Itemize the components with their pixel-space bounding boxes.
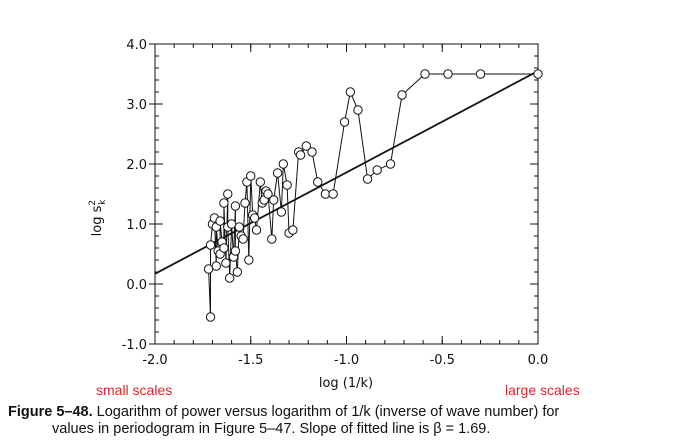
- data-point: [224, 273, 235, 283]
- data-point: [533, 69, 543, 79]
- data-point: [420, 69, 430, 79]
- series-line: [208, 73, 538, 318]
- data-point: [295, 150, 306, 160]
- data-point: [205, 312, 216, 322]
- y-axis-title-sub: k: [98, 199, 108, 205]
- data-point: [219, 243, 229, 253]
- major-ticks: [149, 43, 539, 345]
- data-point: [221, 258, 231, 268]
- data-point: [232, 267, 243, 277]
- caption-line-1: Logarithm of power versus logarithm of 1…: [92, 404, 560, 420]
- figure-caption: Figure 5–48. Logarithm of power versus l…: [8, 404, 676, 438]
- x-axis-title: log (1/k): [319, 376, 373, 391]
- data-point: [223, 189, 233, 199]
- data-point: [205, 240, 216, 250]
- data-point: [244, 255, 254, 265]
- svg-text:log s2k: log s2k: [88, 199, 108, 236]
- data-point: [230, 246, 241, 256]
- data-point: [278, 159, 289, 169]
- data-point: [230, 201, 241, 211]
- data-point: [288, 225, 298, 235]
- data-point: [328, 189, 338, 199]
- y-tick-label: 3.0: [126, 98, 147, 113]
- data-point: [203, 264, 214, 274]
- data-point: [362, 174, 373, 184]
- x-tick-labels: -2.0 -1.5 -1.0 -0.5 0.0: [142, 353, 548, 368]
- data-point: [276, 207, 287, 217]
- data-point: [345, 87, 356, 97]
- y-axis-title: log s2k: [88, 199, 108, 236]
- data-point: [313, 177, 323, 187]
- data-point: [282, 180, 292, 190]
- data-point: [475, 69, 486, 79]
- data-point: [339, 117, 350, 127]
- data-point: [238, 234, 248, 244]
- y-axis-title-main: log s: [90, 205, 105, 236]
- data-point: [255, 177, 266, 187]
- caption-line-2: values in periodogram in Figure 5–47. Sl…: [52, 421, 491, 437]
- caption-figure-label: Figure 5–48.: [8, 404, 93, 420]
- y-tick-label: 4.0: [126, 38, 147, 53]
- y-tick-label: 1.0: [126, 218, 147, 233]
- data-point: [267, 234, 277, 244]
- data-point: [353, 105, 363, 115]
- x-tick-label: 0.0: [528, 353, 549, 368]
- y-tick-label: 2.0: [126, 158, 147, 173]
- data-point: [215, 216, 225, 226]
- chart: -2.0 -1.5 -1.0 -0.5 0.0 -1.00.01.02.03.04.0 …: [88, 38, 580, 398]
- data-point: [443, 69, 453, 79]
- plot-frame: [154, 43, 539, 345]
- x-tick-label: -2.0: [142, 353, 167, 368]
- data-point: [307, 147, 317, 157]
- small-scales-label: small scales: [96, 382, 172, 398]
- data-point: [385, 159, 396, 169]
- data-point: [240, 198, 250, 208]
- data-point: [397, 90, 407, 100]
- y-tick-label: -1.0: [122, 338, 147, 353]
- data-points: [203, 69, 543, 322]
- x-tick-label: -1.0: [334, 353, 359, 368]
- y-tick-labels: -1.0 0.0 1.0 2.0 3.0 4.0: [122, 38, 147, 353]
- data-point: [219, 198, 229, 208]
- x-tick-label: -1.5: [238, 353, 263, 368]
- data-point: [211, 261, 221, 271]
- data-point: [251, 225, 262, 235]
- data-point: [372, 165, 382, 175]
- data-point: [263, 189, 273, 199]
- large-scales-label: large scales: [505, 382, 580, 398]
- data-point: [320, 189, 331, 199]
- data-point: [269, 195, 279, 205]
- x-tick-label: -0.5: [430, 353, 455, 368]
- data-point: [226, 219, 237, 229]
- data-point: [234, 222, 244, 232]
- y-tick-label: 0.0: [126, 278, 147, 293]
- data-point: [246, 171, 256, 181]
- data-point: [249, 213, 260, 223]
- data-point: [272, 168, 283, 178]
- data-point: [301, 141, 311, 151]
- minor-ticks: [154, 43, 539, 345]
- y-axis-title-sup: 2: [88, 200, 98, 206]
